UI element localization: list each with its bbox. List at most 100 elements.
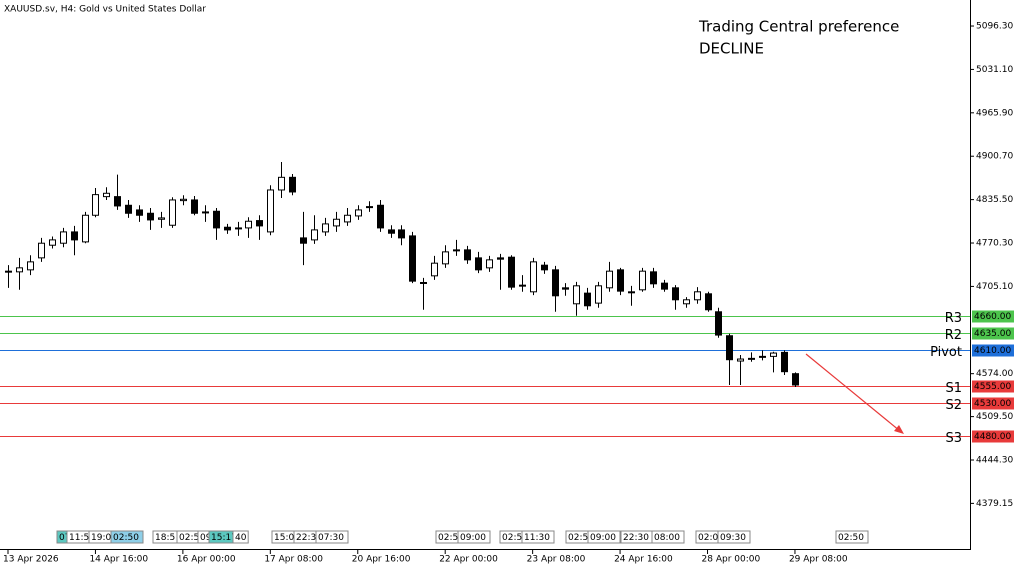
- candle-body: [267, 189, 274, 233]
- candle-body: [748, 357, 755, 360]
- candle-body: [617, 269, 624, 292]
- candle-body: [125, 204, 132, 214]
- candle-body: [82, 214, 89, 243]
- candle-body: [103, 192, 110, 198]
- event-marker: [651, 530, 685, 544]
- candle-body: [420, 281, 427, 284]
- level-price-tag: [972, 310, 1014, 323]
- event-label: 07: [59, 533, 70, 543]
- annotation: Trading Central preference: [698, 18, 899, 36]
- event-label: 02:5: [568, 533, 588, 543]
- level-price-tag: [972, 380, 1014, 393]
- x-tick-label: 20 Apr 16:00: [352, 555, 411, 565]
- candle-body: [694, 291, 701, 301]
- candle-body: [453, 249, 460, 252]
- y-tick-label: 5096.30: [976, 22, 1013, 32]
- level-price-tag: [972, 344, 1014, 357]
- x-tick-label: 24 Apr 16:00: [614, 555, 673, 565]
- event-label: 02:5: [438, 533, 458, 543]
- level-price-label: 4555.00: [974, 382, 1011, 392]
- candle-body: [519, 284, 526, 287]
- candle-body: [180, 198, 187, 202]
- event-label: 02:0: [698, 533, 718, 543]
- candle-body: [683, 299, 690, 305]
- x-tick-label: 16 Apr 00:00: [177, 555, 236, 565]
- candle-body: [235, 227, 242, 230]
- event-label: 22:30: [623, 533, 649, 543]
- candle-body: [726, 335, 733, 361]
- candle-body: [278, 176, 285, 191]
- candle-body: [311, 229, 318, 241]
- candle-body: [573, 285, 580, 305]
- event-marker: [521, 530, 555, 544]
- level-label: S1: [945, 381, 962, 396]
- candle-body: [639, 270, 646, 291]
- candle-body: [530, 261, 537, 293]
- y-tick-label: 4379.15: [976, 499, 1013, 509]
- event-label: 02:50: [113, 533, 139, 543]
- candle-body: [552, 269, 559, 297]
- candle-body: [147, 212, 154, 221]
- candle-body: [770, 352, 777, 357]
- event-label: 18:5: [155, 533, 175, 543]
- candle-body: [792, 373, 799, 386]
- candle-body: [5, 270, 12, 273]
- candle-body: [333, 218, 340, 227]
- candle-body: [322, 223, 329, 233]
- level-price-label: 4610.00: [974, 346, 1011, 356]
- y-tick-label: 4705.10: [976, 282, 1013, 292]
- candle-body: [541, 264, 548, 271]
- y-tick-label: 4770.30: [976, 239, 1013, 249]
- x-tick-label: 28 Apr 00:00: [702, 555, 761, 565]
- event-label: 02:5: [179, 533, 199, 543]
- event-label: 07:30: [318, 533, 344, 543]
- event-label: 11:30: [524, 533, 550, 543]
- event-marker: [835, 530, 869, 544]
- x-tick-label: 14 Apr 16:00: [89, 555, 148, 565]
- candle-body: [628, 291, 635, 294]
- candle-body: [562, 287, 569, 290]
- candle-body: [508, 256, 515, 288]
- candle-body: [464, 249, 471, 261]
- candle-body: [60, 231, 67, 244]
- x-tick-label: 17 Apr 08:00: [264, 555, 323, 565]
- candle-body: [409, 235, 416, 282]
- event-marker: [457, 530, 491, 544]
- level-label: R2: [945, 328, 962, 343]
- y-tick-label: 4574.00: [976, 369, 1013, 379]
- level-price-label: 4530.00: [974, 399, 1011, 409]
- y-tick-label: 4444.30: [976, 456, 1013, 466]
- candle-body: [759, 355, 766, 358]
- candle-body: [366, 206, 373, 209]
- event-label: 22:3: [296, 533, 316, 543]
- level-label: Pivot: [930, 345, 962, 360]
- level-price-tag: [972, 397, 1014, 410]
- candle-body: [781, 351, 788, 373]
- candle-body: [289, 176, 296, 193]
- candle-body: [213, 210, 220, 229]
- event-marker: [717, 530, 751, 544]
- candle-body: [398, 229, 405, 239]
- candle-body: [606, 270, 613, 289]
- annotation: DECLINE: [699, 40, 764, 58]
- event-marker: [232, 530, 249, 544]
- candle-body: [497, 257, 504, 260]
- level-label: R3: [945, 311, 962, 326]
- candle-body: [584, 292, 591, 307]
- candle-body: [715, 311, 722, 336]
- event-marker: [587, 530, 621, 544]
- event-label: 09:00: [460, 533, 486, 543]
- level-price-tag: [972, 430, 1014, 443]
- candle-body: [49, 239, 56, 246]
- level-price-label: 4480.00: [974, 432, 1011, 442]
- y-tick-label: 5031.10: [976, 65, 1013, 75]
- y-tick-label: 4965.90: [976, 108, 1013, 118]
- chart-title: XAUUSD.sv, H4: Gold vs United States Dol…: [4, 5, 206, 15]
- event-label: 02:5: [502, 533, 522, 543]
- candle-body: [661, 282, 668, 290]
- candle-body: [38, 242, 45, 259]
- x-tick-label: 29 Apr 08:00: [789, 555, 848, 565]
- event-label: 09: [200, 533, 212, 543]
- candle-body: [431, 262, 438, 277]
